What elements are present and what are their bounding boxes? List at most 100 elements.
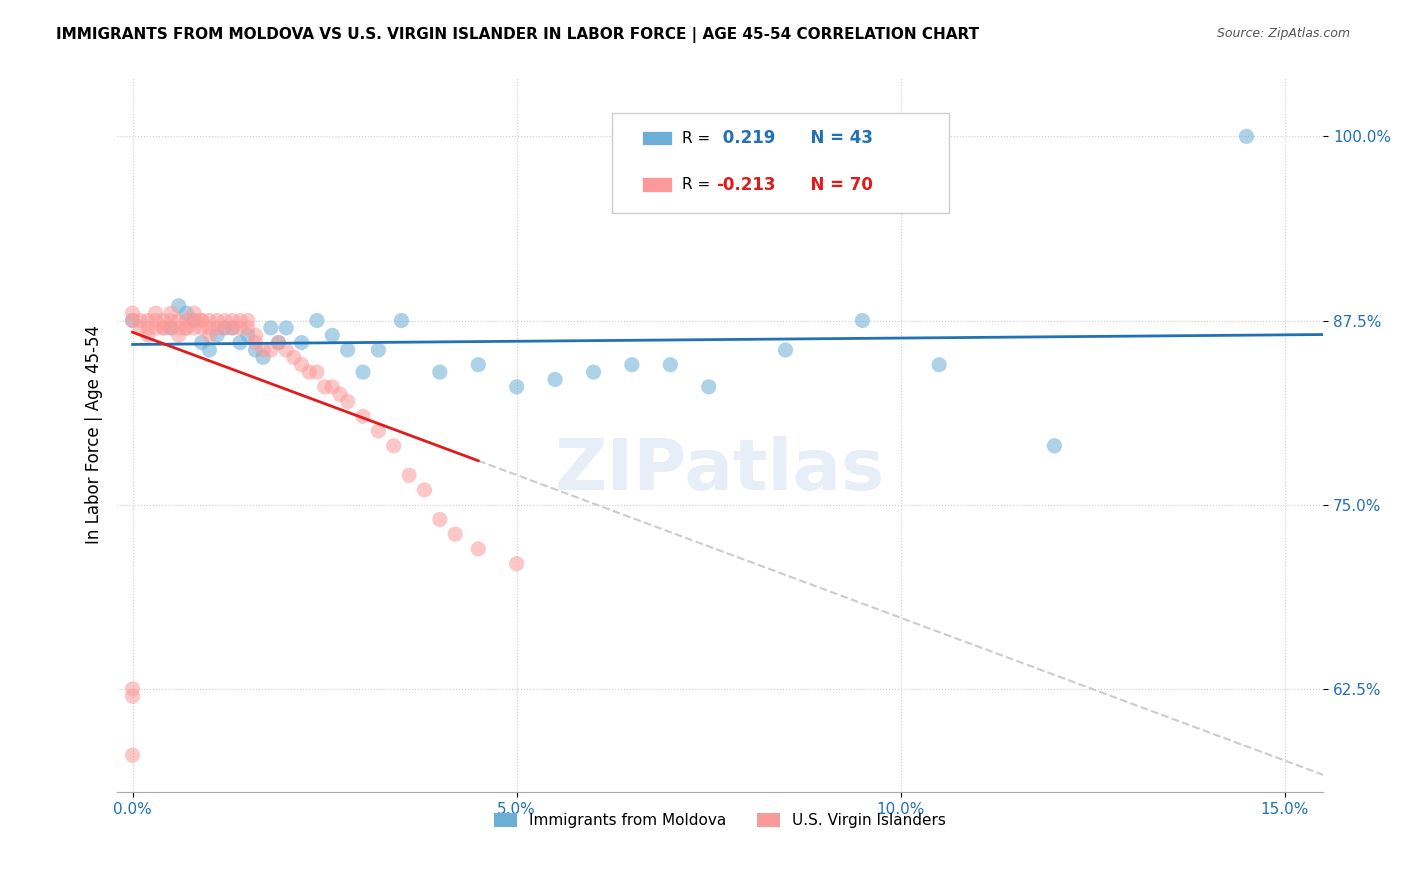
Point	[160, 306, 183, 320]
Point	[229, 335, 252, 350]
Point	[152, 313, 174, 327]
Point	[198, 313, 221, 327]
Point	[928, 358, 950, 372]
Point	[290, 358, 312, 372]
Text: 0.219: 0.219	[717, 129, 775, 147]
Point	[121, 689, 143, 703]
Point	[1043, 439, 1066, 453]
Point	[245, 328, 267, 343]
Point	[121, 681, 143, 696]
Point	[214, 321, 236, 335]
Point	[229, 313, 252, 327]
Point	[160, 321, 183, 335]
Point	[851, 313, 873, 327]
Point	[267, 335, 290, 350]
Point	[198, 343, 221, 357]
Point	[252, 351, 274, 365]
Point	[145, 321, 167, 335]
Text: ZIPatlas: ZIPatlas	[555, 436, 886, 505]
Point	[245, 343, 267, 357]
Point	[190, 321, 212, 335]
Point	[276, 343, 298, 357]
Text: -0.213: -0.213	[717, 176, 776, 194]
Point	[336, 394, 359, 409]
Point	[321, 380, 343, 394]
Point	[505, 557, 527, 571]
Point	[121, 748, 143, 763]
Point	[198, 321, 221, 335]
Point	[160, 321, 183, 335]
Point	[145, 306, 167, 320]
Text: Source: ZipAtlas.com: Source: ZipAtlas.com	[1216, 27, 1350, 40]
Point	[429, 512, 451, 526]
Point	[505, 380, 527, 394]
Point	[267, 335, 290, 350]
Point	[444, 527, 467, 541]
Point	[283, 351, 305, 365]
Point	[321, 328, 343, 343]
Point	[167, 328, 190, 343]
Point	[167, 321, 190, 335]
Point	[152, 321, 174, 335]
Point	[145, 313, 167, 327]
Point	[290, 335, 312, 350]
Point	[121, 306, 143, 320]
Point	[252, 343, 274, 357]
Point	[329, 387, 352, 401]
Point	[298, 365, 321, 379]
Bar	[641, 178, 672, 192]
Point	[260, 343, 283, 357]
Point	[221, 313, 243, 327]
Point	[121, 313, 143, 327]
Point	[382, 439, 405, 453]
Point	[176, 313, 198, 327]
Point	[136, 321, 159, 335]
Point	[245, 335, 267, 350]
Point	[121, 313, 143, 327]
Point	[176, 321, 198, 335]
Point	[198, 328, 221, 343]
Point	[167, 313, 190, 327]
Text: R =: R =	[682, 130, 710, 145]
Point	[582, 365, 605, 379]
Point	[260, 321, 283, 335]
Y-axis label: In Labor Force | Age 45-54: In Labor Force | Age 45-54	[86, 326, 103, 544]
Point	[305, 365, 328, 379]
Point	[129, 321, 152, 335]
Point	[697, 380, 720, 394]
Point	[167, 299, 190, 313]
Point	[205, 313, 228, 327]
Text: IMMIGRANTS FROM MOLDOVA VS U.S. VIRGIN ISLANDER IN LABOR FORCE | AGE 45-54 CORRE: IMMIGRANTS FROM MOLDOVA VS U.S. VIRGIN I…	[56, 27, 980, 43]
Point	[659, 358, 682, 372]
Point	[190, 313, 212, 327]
Point	[183, 313, 205, 327]
Point	[229, 321, 252, 335]
Point	[176, 306, 198, 320]
Point	[352, 365, 374, 379]
Point	[152, 321, 174, 335]
Point	[214, 321, 236, 335]
FancyBboxPatch shape	[612, 113, 949, 213]
Point	[276, 321, 298, 335]
Point	[183, 321, 205, 335]
Point	[305, 313, 328, 327]
Point	[544, 372, 567, 386]
Point	[413, 483, 436, 497]
Point	[352, 409, 374, 424]
Point	[205, 321, 228, 335]
Point	[190, 335, 212, 350]
Point	[214, 313, 236, 327]
Point	[205, 328, 228, 343]
Point	[391, 313, 413, 327]
Point	[183, 313, 205, 327]
Point	[336, 343, 359, 357]
Legend: Immigrants from Moldova, U.S. Virgin Islanders: Immigrants from Moldova, U.S. Virgin Isl…	[488, 807, 952, 834]
Point	[129, 313, 152, 327]
Point	[398, 468, 420, 483]
Point	[160, 313, 183, 327]
Point	[314, 380, 336, 394]
Point	[221, 321, 243, 335]
Point	[367, 343, 389, 357]
Text: R =: R =	[682, 178, 710, 192]
Text: N = 43: N = 43	[799, 129, 873, 147]
